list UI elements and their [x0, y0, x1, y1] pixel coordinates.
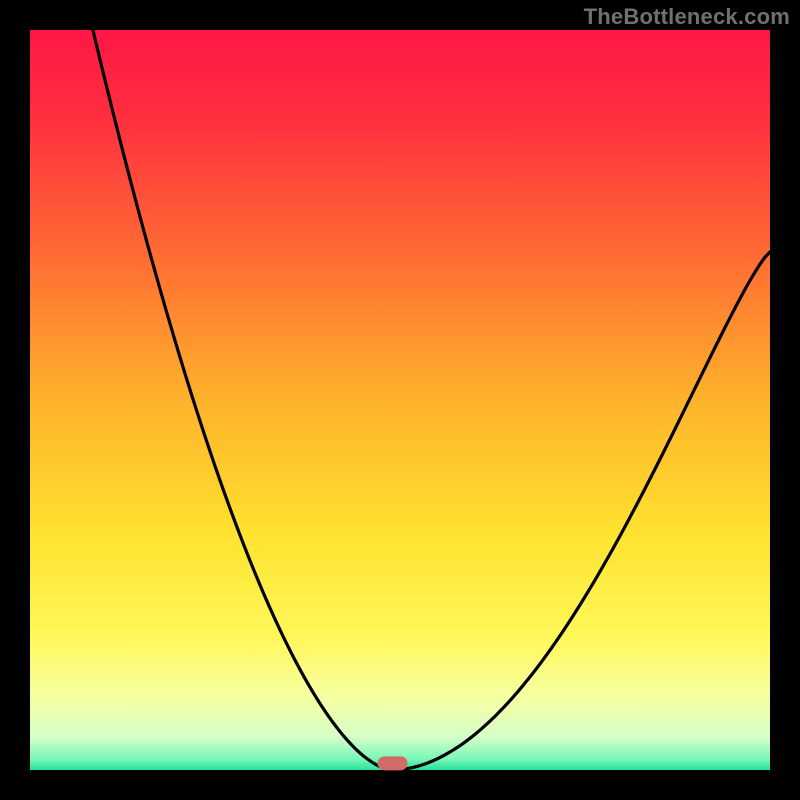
- minimum-marker: [378, 756, 408, 770]
- watermark-text: TheBottleneck.com: [584, 4, 790, 30]
- chart-frame: TheBottleneck.com: [0, 0, 800, 800]
- bottleneck-chart: [0, 0, 800, 800]
- plot-background: [30, 30, 770, 770]
